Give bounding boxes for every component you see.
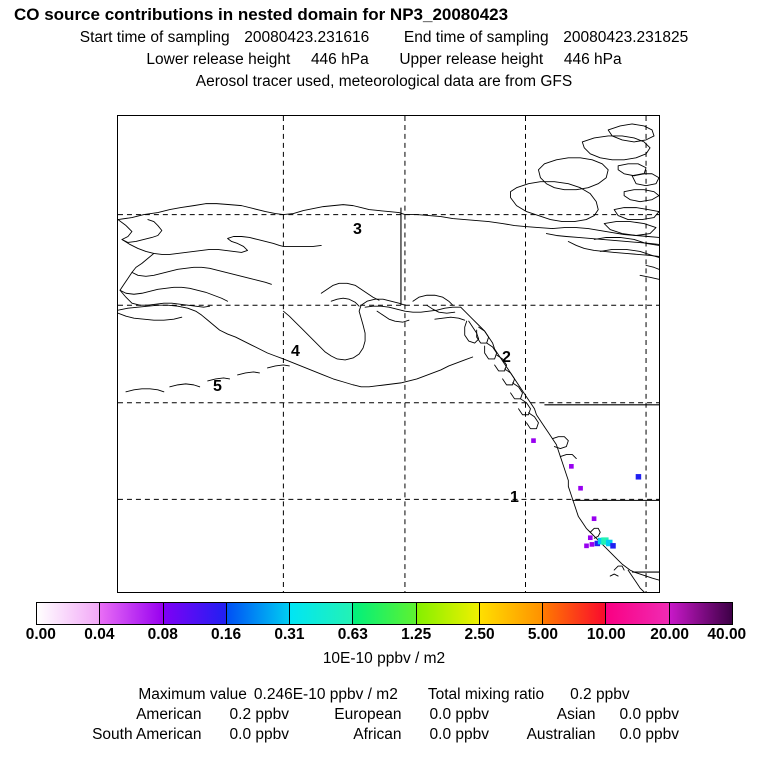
map-svg [118,116,659,592]
colorbar-tick-11: 40.00 [707,626,747,643]
colorbar-tick-9: 10.00 [586,626,626,643]
colorbar-segment-3 [226,603,291,624]
region-label-south-american: South American [92,726,202,743]
colorbar-tick-0: 0.00 [25,626,56,643]
colorbar-tick-2: 0.08 [147,626,178,643]
max-value-label: Maximum value [138,686,247,703]
colorbar-segment-6 [416,603,480,624]
colorbar-segment-4 [290,603,354,624]
colorbar-segment-7 [479,603,544,624]
lower-release-height-value: 446 hPa [310,51,369,68]
colorbar-tick-3: 0.16 [211,626,242,643]
plume-cell-3 [601,537,609,545]
concentration-plume [531,438,642,549]
region-value-asian: 0.0 ppbv [619,706,679,723]
plume-cell-11 [635,474,642,480]
plume-cell-9 [569,464,574,469]
colorbar-segment-9 [606,603,670,624]
start-time-value: 20080423.231616 [244,29,370,46]
colorbar-segment-1 [100,603,164,624]
plume-cell-1 [594,540,601,547]
colorbar [36,602,733,625]
end-time-value: 20080423.231825 [563,29,689,46]
footer-row-regions-1: American 0.2 ppbv European 0.0 ppbv Asia… [0,706,768,724]
colorbar-tick-6: 1.25 [401,626,432,643]
region-value-australian: 0.0 ppbv [619,726,679,743]
map-grid-number-2: 2 [502,349,511,366]
total-mixing-ratio-value: 0.2 ppbv [570,686,630,703]
map-coastlines [118,123,659,592]
region-label-european: European [334,706,402,723]
plume-cell-7 [587,535,593,541]
upper-release-height-label: Upper release height [399,51,544,68]
lower-release-height-label: Lower release height [146,51,291,68]
header: CO source contributions in nested domain… [0,0,768,91]
end-time-label: End time of sampling [403,29,549,46]
region-value-european: 0.0 ppbv [429,706,489,723]
plume-cell-2 [597,537,605,545]
page-title: CO source contributions in nested domain… [14,5,509,24]
upper-release-height-value: 446 hPa [563,51,622,68]
footer-row-max: Maximum value 0.246E-10 ppbv / m2 Total … [0,686,768,704]
map-political-boundaries [400,207,659,573]
region-label-asian: Asian [556,706,596,723]
map-grid-number-1: 1 [510,489,519,506]
map-plot-area: 3 4 5 2 1 [117,115,660,593]
plume-cell-0 [589,542,595,547]
colorbar-segment-8 [543,603,607,624]
colorbar-segment-10 [669,603,732,624]
footer-row-regions-2: South American 0.0 ppbv African 0.0 ppbv… [0,726,768,744]
colorbar-segment-0 [37,603,101,624]
footer-statistics: Maximum value 0.246E-10 ppbv / m2 Total … [0,684,768,744]
plume-cell-10 [531,438,536,443]
map-grid-number-3: 3 [353,221,362,238]
colorbar-tick-1: 0.04 [84,626,115,643]
colorbar-segment-5 [353,603,417,624]
map-gridlines [118,116,659,592]
sampling-time-row: Start time of sampling 20080423.231616 E… [0,29,768,47]
region-value-south-american: 0.0 ppbv [229,726,289,743]
region-value-african: 0.0 ppbv [429,726,489,743]
map-grid-number-5: 5 [213,378,222,395]
colorbar-tick-labels: 0.00 0.04 0.08 0.16 0.31 0.63 1.25 2.50 5.00 10.0… [0,626,768,646]
region-label-african: African [353,726,402,743]
colorbar-segment-2 [163,603,227,624]
max-value-value: 0.246E-10 ppbv / m2 [253,686,398,703]
colorbar-unit-label: 10E-10 ppbv / m2 [322,650,446,667]
region-label-australian: Australian [526,726,596,743]
plume-cell-8 [578,485,583,491]
colorbar-tick-8: 5.00 [527,626,558,643]
tracer-note: Aerosol tracer used, meteorological data… [195,73,573,90]
region-label-american: American [136,706,202,723]
colorbar-tick-5: 0.63 [337,626,368,643]
colorbar-tick-10: 20.00 [650,626,690,643]
plume-cell-4 [605,539,613,547]
colorbar-tick-7: 2.50 [464,626,495,643]
colorbar-tick-4: 0.31 [274,626,305,643]
plume-cell-6 [584,543,589,549]
release-height-row: Lower release height 446 hPa Upper relea… [0,51,768,69]
map-grid-number-4: 4 [291,343,300,360]
plume-cell-12 [591,516,597,522]
start-time-label: Start time of sampling [79,29,230,46]
colorbar-gradient-strip [36,602,733,625]
plume-cell-5 [610,543,616,549]
total-mixing-ratio-label: Total mixing ratio [427,686,545,703]
region-value-american: 0.2 ppbv [229,706,289,723]
